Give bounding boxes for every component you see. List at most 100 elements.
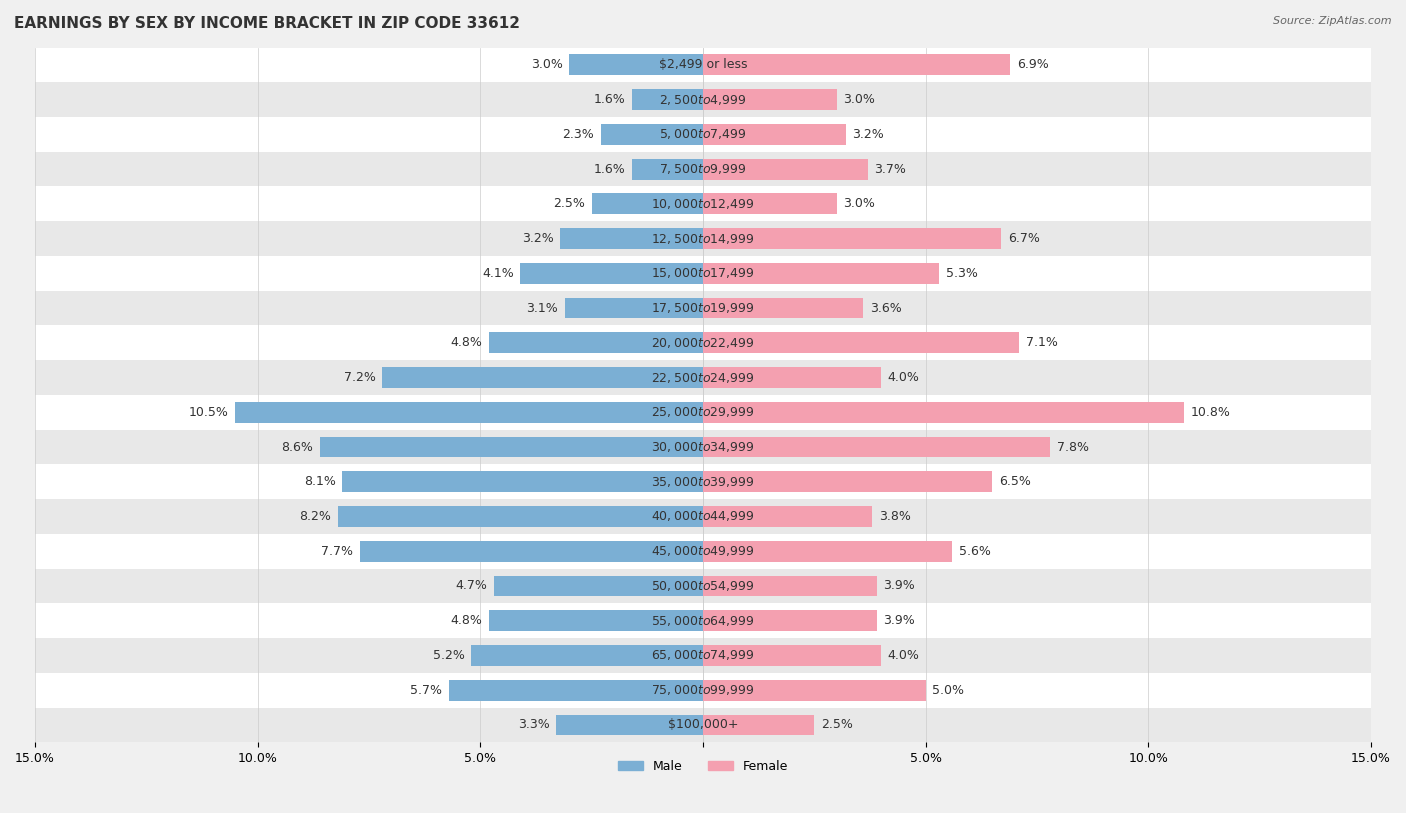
- Bar: [342, 472, 703, 492]
- Bar: [565, 298, 703, 319]
- Bar: [703, 576, 877, 597]
- Text: 8.6%: 8.6%: [281, 441, 314, 454]
- Bar: [494, 576, 703, 597]
- Text: $20,000 to $22,499: $20,000 to $22,499: [651, 336, 755, 350]
- Text: 6.7%: 6.7%: [1008, 232, 1040, 245]
- Bar: [235, 402, 703, 423]
- Bar: [703, 611, 877, 631]
- Text: 5.2%: 5.2%: [433, 649, 465, 662]
- Bar: [703, 228, 1001, 249]
- Text: $35,000 to $39,999: $35,000 to $39,999: [651, 475, 755, 489]
- Bar: [35, 221, 1371, 256]
- Bar: [703, 89, 837, 110]
- Text: $55,000 to $64,999: $55,000 to $64,999: [651, 614, 755, 628]
- Text: $17,500 to $19,999: $17,500 to $19,999: [651, 301, 755, 315]
- Bar: [561, 228, 703, 249]
- Bar: [35, 464, 1371, 499]
- Text: $2,500 to $4,999: $2,500 to $4,999: [659, 93, 747, 107]
- Bar: [703, 54, 1011, 76]
- Bar: [337, 506, 703, 527]
- Text: $15,000 to $17,499: $15,000 to $17,499: [651, 267, 755, 280]
- Bar: [703, 645, 882, 666]
- Bar: [382, 367, 703, 388]
- Bar: [35, 429, 1371, 464]
- Bar: [35, 603, 1371, 638]
- Text: 4.0%: 4.0%: [887, 649, 920, 662]
- Bar: [703, 193, 837, 215]
- Bar: [35, 152, 1371, 186]
- Text: $7,500 to $9,999: $7,500 to $9,999: [659, 162, 747, 176]
- Bar: [703, 367, 882, 388]
- Text: 5.7%: 5.7%: [411, 684, 443, 697]
- Text: 4.8%: 4.8%: [451, 614, 482, 627]
- Text: $65,000 to $74,999: $65,000 to $74,999: [651, 649, 755, 663]
- Text: 5.0%: 5.0%: [932, 684, 965, 697]
- Text: 3.6%: 3.6%: [870, 302, 901, 315]
- Bar: [703, 333, 1019, 353]
- Text: 1.6%: 1.6%: [593, 93, 626, 107]
- Text: 3.7%: 3.7%: [875, 163, 907, 176]
- Bar: [631, 89, 703, 110]
- Bar: [555, 715, 703, 735]
- Bar: [489, 333, 703, 353]
- Bar: [35, 82, 1371, 117]
- Text: $30,000 to $34,999: $30,000 to $34,999: [651, 440, 755, 454]
- Text: 2.3%: 2.3%: [562, 128, 593, 141]
- Bar: [600, 124, 703, 145]
- Bar: [703, 159, 868, 180]
- Text: 3.8%: 3.8%: [879, 510, 911, 523]
- Text: 6.5%: 6.5%: [1000, 476, 1031, 489]
- Bar: [35, 499, 1371, 534]
- Bar: [449, 680, 703, 701]
- Text: $50,000 to $54,999: $50,000 to $54,999: [651, 579, 755, 593]
- Text: $100,000+: $100,000+: [668, 719, 738, 732]
- Text: $12,500 to $14,999: $12,500 to $14,999: [651, 232, 755, 246]
- Bar: [703, 472, 993, 492]
- Text: 1.6%: 1.6%: [593, 163, 626, 176]
- Text: 7.7%: 7.7%: [322, 545, 353, 558]
- Bar: [35, 534, 1371, 568]
- Bar: [35, 395, 1371, 429]
- Bar: [631, 159, 703, 180]
- Text: 4.7%: 4.7%: [456, 580, 486, 593]
- Bar: [35, 117, 1371, 152]
- Legend: Male, Female: Male, Female: [613, 754, 793, 778]
- Text: 4.0%: 4.0%: [887, 371, 920, 384]
- Text: $10,000 to $12,499: $10,000 to $12,499: [651, 197, 755, 211]
- Text: 4.1%: 4.1%: [482, 267, 513, 280]
- Bar: [35, 707, 1371, 742]
- Bar: [35, 256, 1371, 291]
- Text: $2,499 or less: $2,499 or less: [659, 59, 747, 72]
- Bar: [703, 437, 1050, 458]
- Text: 8.2%: 8.2%: [299, 510, 330, 523]
- Text: 3.2%: 3.2%: [522, 232, 554, 245]
- Bar: [471, 645, 703, 666]
- Text: 7.2%: 7.2%: [344, 371, 375, 384]
- Text: 5.3%: 5.3%: [946, 267, 977, 280]
- Text: $22,500 to $24,999: $22,500 to $24,999: [651, 371, 755, 385]
- Bar: [703, 263, 939, 284]
- Text: 3.2%: 3.2%: [852, 128, 884, 141]
- Bar: [35, 325, 1371, 360]
- Text: $75,000 to $99,999: $75,000 to $99,999: [651, 683, 755, 698]
- Text: 6.9%: 6.9%: [1017, 59, 1049, 72]
- Text: EARNINGS BY SEX BY INCOME BRACKET IN ZIP CODE 33612: EARNINGS BY SEX BY INCOME BRACKET IN ZIP…: [14, 16, 520, 31]
- Bar: [35, 360, 1371, 395]
- Text: $25,000 to $29,999: $25,000 to $29,999: [651, 405, 755, 420]
- Bar: [703, 298, 863, 319]
- Bar: [360, 541, 703, 562]
- Text: 2.5%: 2.5%: [553, 198, 585, 211]
- Bar: [520, 263, 703, 284]
- Bar: [703, 715, 814, 735]
- Bar: [35, 673, 1371, 707]
- Text: 3.3%: 3.3%: [517, 719, 550, 732]
- Text: 3.9%: 3.9%: [883, 580, 915, 593]
- Text: 7.1%: 7.1%: [1026, 337, 1057, 350]
- Text: 2.5%: 2.5%: [821, 719, 853, 732]
- Bar: [703, 124, 845, 145]
- Bar: [569, 54, 703, 76]
- Text: $45,000 to $49,999: $45,000 to $49,999: [651, 544, 755, 559]
- Text: 3.0%: 3.0%: [531, 59, 562, 72]
- Bar: [35, 186, 1371, 221]
- Bar: [703, 506, 872, 527]
